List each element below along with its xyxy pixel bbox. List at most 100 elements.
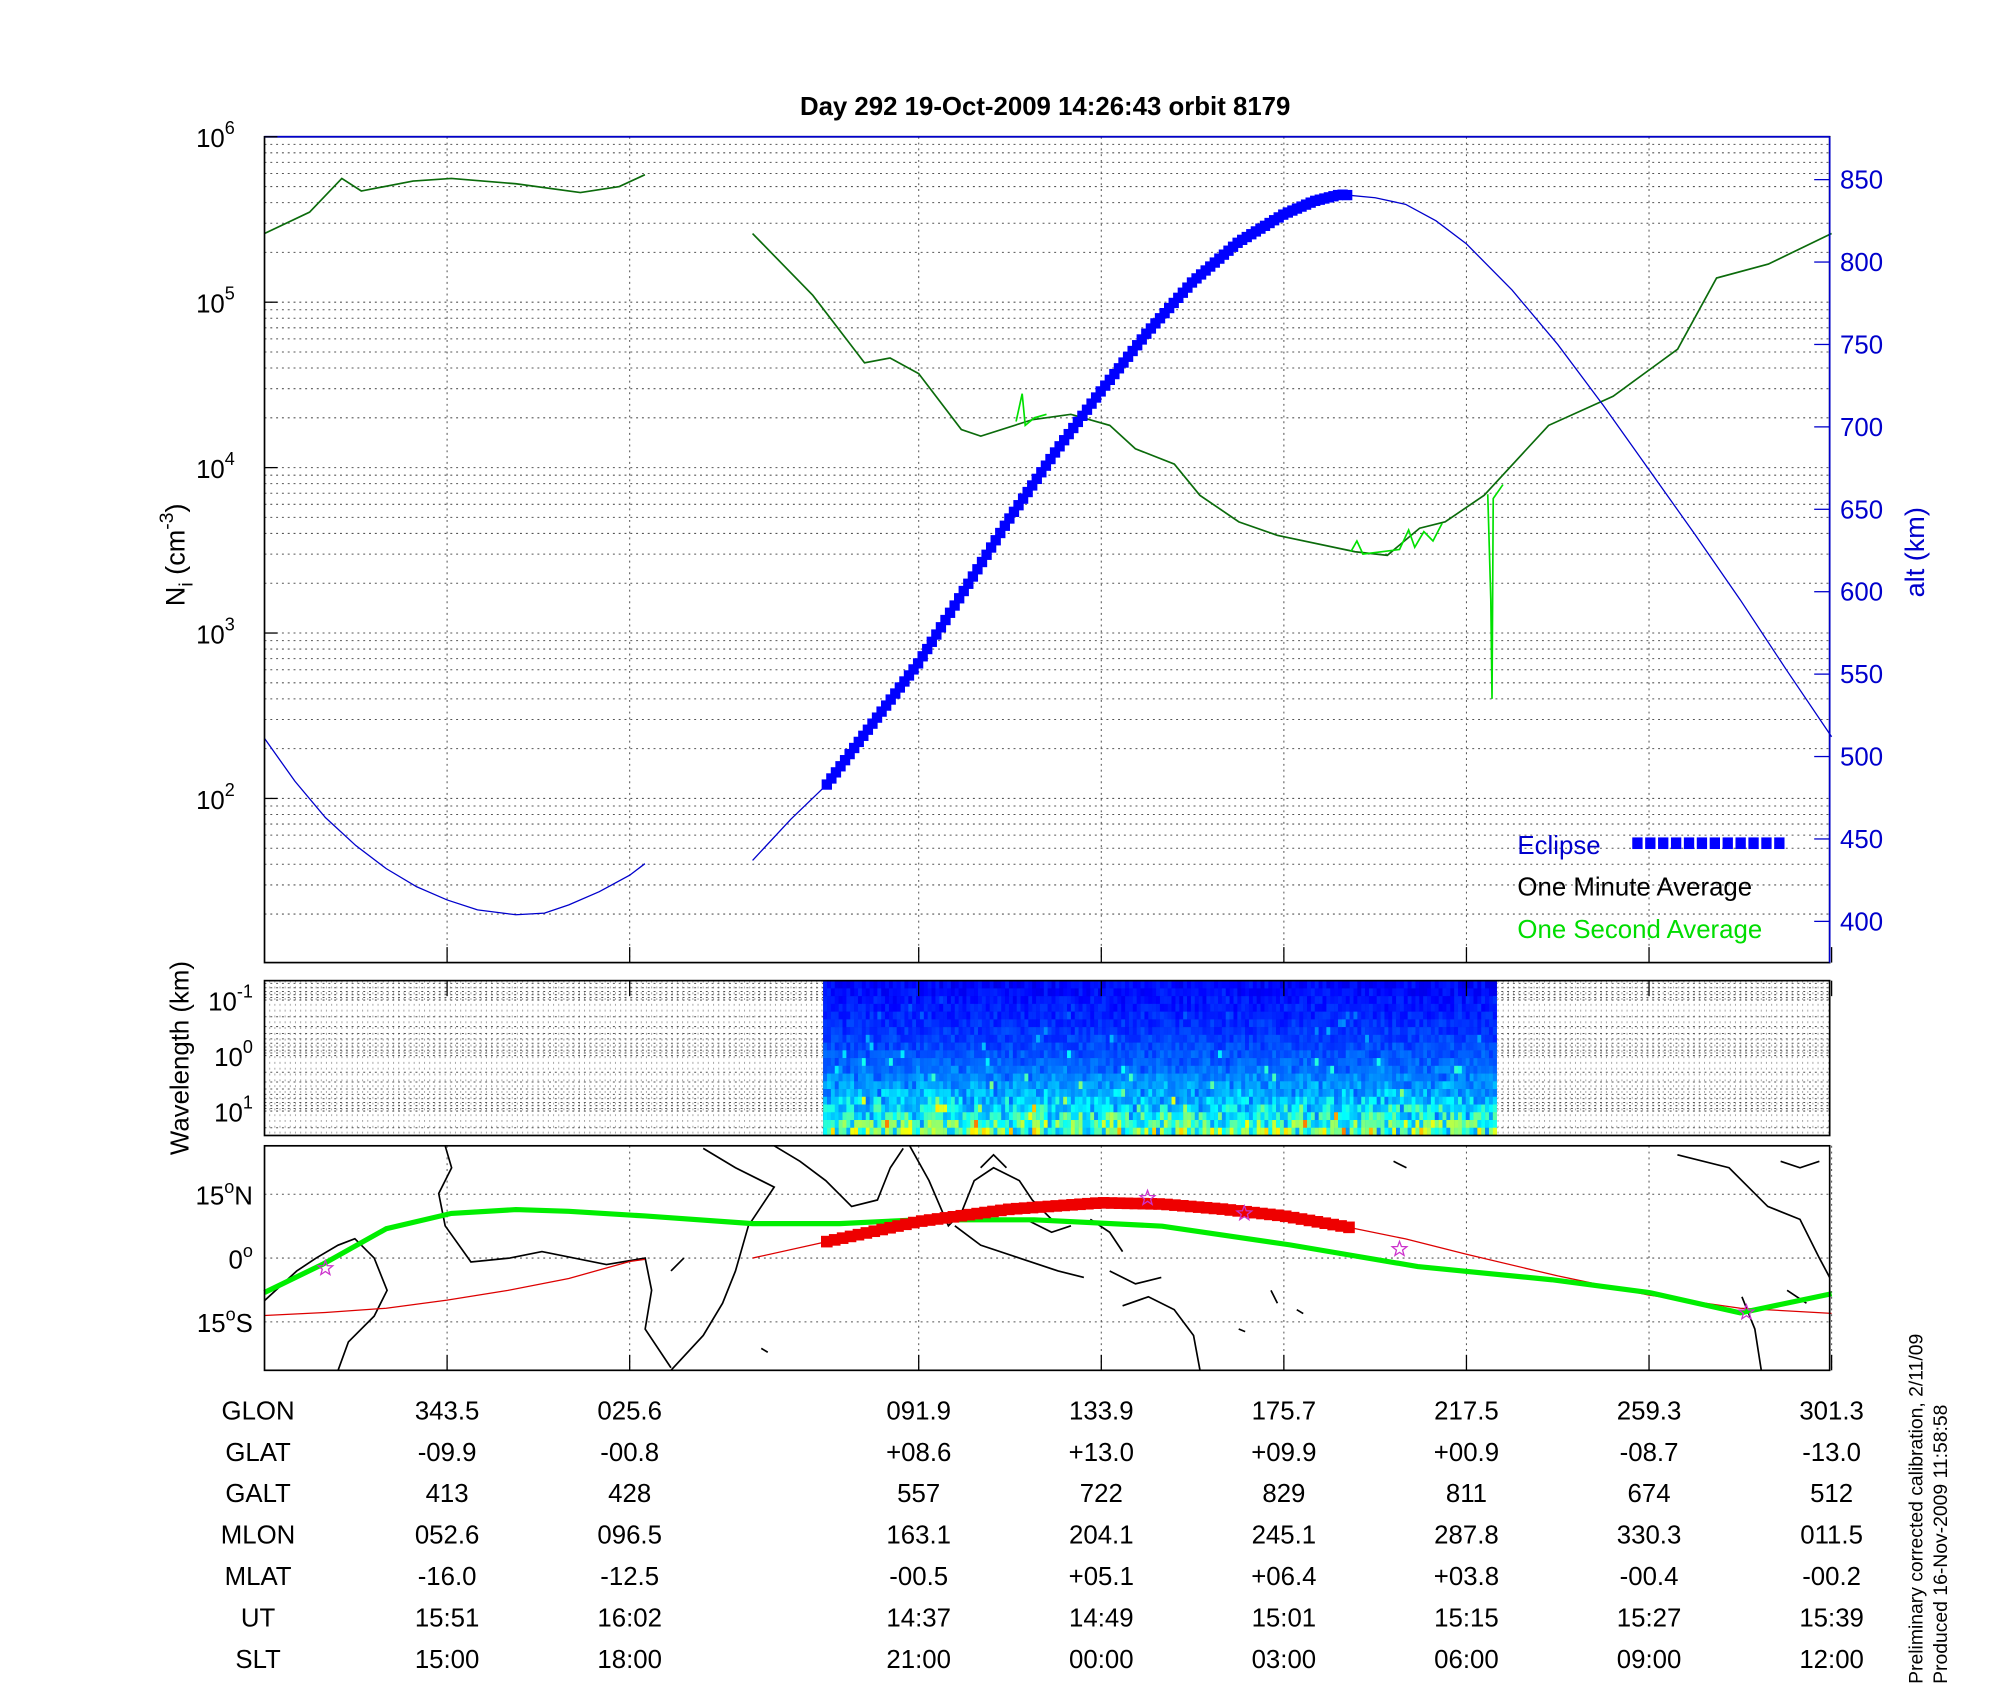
spectrogram-cell <box>1136 988 1141 997</box>
spectrogram-cell <box>1128 1065 1134 1074</box>
spectrogram-cell <box>1140 1058 1145 1067</box>
spectrogram-cell <box>1318 1089 1323 1098</box>
spectrogram-cell <box>1070 1042 1076 1051</box>
spectrogram-cell <box>974 1034 979 1043</box>
spectrogram-cell <box>873 1034 878 1043</box>
spectrogram-cell <box>1396 1065 1401 1074</box>
spectrogram-cell <box>1283 1003 1288 1012</box>
spectrogram-cell <box>912 1089 917 1098</box>
eclipse-marker <box>963 578 974 589</box>
eclipse-marker <box>955 1209 968 1222</box>
figure-title: Day 292 19-Oct-2009 14:26:43 orbit 8179 <box>800 93 1290 121</box>
spectrogram-cell <box>1113 1120 1118 1128</box>
spectrogram-cell <box>989 1058 994 1067</box>
eclipse-marker <box>971 1207 983 1220</box>
spectrogram-cell <box>1005 996 1010 1005</box>
spectrogram-cell <box>943 1050 948 1059</box>
spectrogram-cell <box>846 1120 851 1128</box>
spectrogram-cell <box>1171 1112 1176 1121</box>
spectrogram-cell <box>1214 1104 1219 1113</box>
spectrogram-cell <box>1074 1034 1079 1043</box>
spectrogram-cell <box>892 1081 897 1090</box>
spectrogram-cell <box>1175 1011 1180 1020</box>
spectrogram-cell <box>1047 1027 1052 1036</box>
spectrogram-cell <box>943 1096 948 1105</box>
spectrogram-cell <box>1105 1104 1110 1113</box>
spectrogram-cell <box>1415 1058 1420 1067</box>
spectrogram-cell <box>842 1073 847 1082</box>
spectrogram-cell <box>1001 996 1006 1005</box>
spectrogram-cell <box>1140 1127 1145 1136</box>
spectrogram-cell <box>1353 980 1358 989</box>
eclipse-marker <box>890 688 901 699</box>
spectrogram-cell <box>1187 1019 1192 1028</box>
spectrogram-cell <box>1357 1104 1362 1113</box>
spectrogram-cell <box>1260 996 1265 1005</box>
spectrogram-cell <box>1206 1019 1211 1028</box>
spectrogram-cell <box>873 1073 878 1082</box>
spectrogram-cell <box>1125 988 1130 997</box>
spectrogram-cell <box>865 1073 870 1082</box>
spectrogram-cell <box>1032 1081 1037 1090</box>
spectrogram-cell <box>1349 1027 1354 1036</box>
spectrogram-cell <box>1481 1073 1486 1082</box>
spectrogram-cell <box>1341 1058 1346 1067</box>
spectrogram-cell <box>1291 1065 1296 1074</box>
spectrogram-cell <box>1427 1120 1432 1128</box>
spectrogram-cell <box>950 996 956 1005</box>
spectrogram-cell <box>1260 1104 1265 1113</box>
spectrogram-cell <box>1105 1019 1110 1028</box>
spectrogram-cell <box>1256 1011 1261 1020</box>
spectrogram-cell <box>1330 1096 1335 1105</box>
spectrogram-cell <box>1376 988 1381 997</box>
spectrogram-cell <box>1063 1027 1068 1036</box>
spectrogram-cell <box>1399 1065 1405 1074</box>
spectrogram-cell <box>1094 980 1099 989</box>
spectrogram-cell <box>1070 1011 1076 1020</box>
spectrogram-cell <box>850 1120 855 1128</box>
spectrogram-cell <box>1287 1050 1292 1059</box>
spectrogram-cell <box>981 988 986 997</box>
spectrogram-cell <box>1299 1081 1304 1090</box>
spectrogram-cell <box>989 996 994 1005</box>
spectrogram-cell <box>1303 1058 1308 1067</box>
spectrogram-cell <box>1059 1127 1064 1136</box>
spectrogram-cell <box>1217 1003 1223 1012</box>
spectrogram-cell <box>1446 1065 1451 1074</box>
spectrogram-cell <box>1171 1127 1176 1136</box>
spectrogram-cell <box>1024 988 1029 997</box>
spectrogram-cell <box>1446 1058 1451 1067</box>
spectrogram-cell <box>1442 996 1447 1005</box>
spectrogram-cell <box>1132 1027 1137 1036</box>
spectrogram-cell <box>1117 1065 1122 1074</box>
spectrogram-cell <box>1291 1120 1296 1128</box>
spectrogram-cell <box>1291 1104 1296 1113</box>
spectrogram-cell <box>1268 1034 1273 1043</box>
spectrogram-cell <box>1485 1089 1490 1098</box>
spectrogram-cell <box>970 1073 975 1082</box>
spectrogram-cell <box>1264 1065 1269 1074</box>
spectrogram-cell <box>935 1096 940 1105</box>
spectrogram-cell <box>1094 1096 1099 1105</box>
spectrogram-cell <box>865 1112 870 1121</box>
spectrogram-cell <box>1423 1073 1428 1082</box>
eclipse-marker <box>926 636 937 647</box>
spectrogram-cell <box>857 1065 863 1074</box>
spectrogram-cell <box>1105 988 1110 997</box>
spectrogram-cell <box>1318 1003 1323 1012</box>
spectrogram-cell <box>1384 1120 1389 1128</box>
spectrogram-cell <box>1005 1011 1010 1020</box>
spectrogram-cell <box>1063 1089 1068 1098</box>
spectrogram-cell <box>830 1019 836 1028</box>
spectrogram-cell <box>1082 1081 1087 1090</box>
table-cell: 06:00 <box>1434 1646 1499 1674</box>
spectrogram-cell <box>962 1019 967 1028</box>
spectrogram-cell <box>1121 1050 1126 1059</box>
spectrogram-cell <box>846 1003 851 1012</box>
spectrogram-cell <box>977 1089 983 1098</box>
spectrogram-cell <box>1473 1081 1478 1090</box>
spectrogram-cell <box>1415 1127 1420 1136</box>
spectrogram-cell <box>981 1112 986 1121</box>
spectrogram-cell <box>981 1003 986 1012</box>
spectrogram-cell <box>1202 1042 1207 1051</box>
